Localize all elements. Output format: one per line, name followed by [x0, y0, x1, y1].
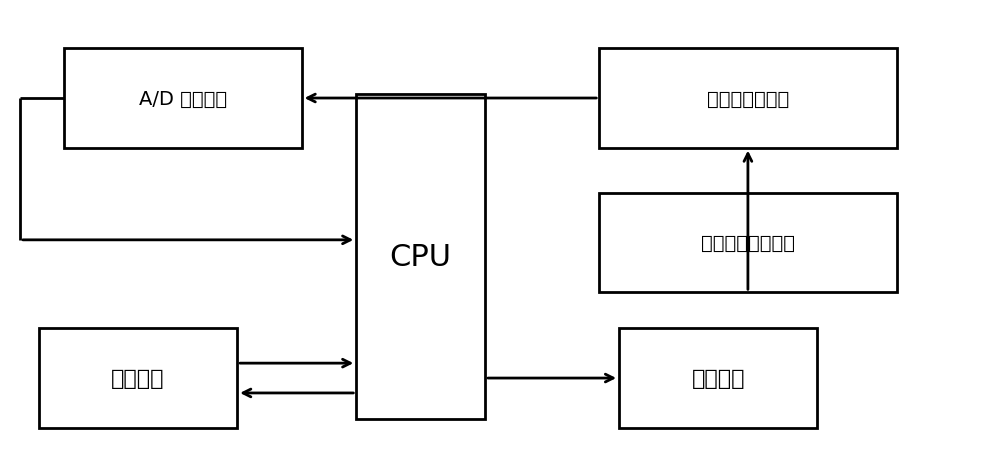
- Bar: [39, 329, 237, 428]
- Bar: [64, 49, 302, 148]
- Text: 氯离子浓度传感器: 氯离子浓度传感器: [701, 234, 795, 252]
- Text: 控制开关: 控制开关: [691, 368, 745, 388]
- Bar: [356, 94, 485, 419]
- Bar: [599, 193, 897, 292]
- Bar: [619, 329, 817, 428]
- Text: CPU: CPU: [390, 242, 452, 271]
- Text: A/D 转换电路: A/D 转换电路: [139, 90, 227, 108]
- Text: 监控电路: 监控电路: [111, 368, 165, 388]
- Bar: [599, 49, 897, 148]
- Text: 小信号放大电路: 小信号放大电路: [707, 90, 789, 108]
